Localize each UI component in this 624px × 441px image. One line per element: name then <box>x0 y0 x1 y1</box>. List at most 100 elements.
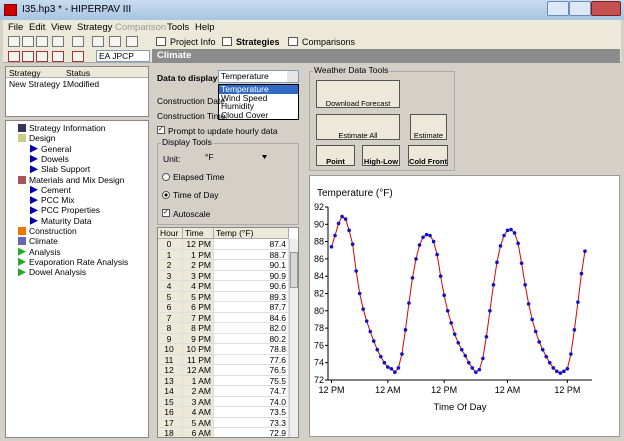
table-cell: 11 PM <box>183 354 214 365</box>
table-cell: 73.5 <box>214 407 289 418</box>
toolbar-button[interactable] <box>72 51 84 62</box>
tree-item[interactable]: PCC Properties <box>41 205 101 216</box>
table-cell: 77.6 <box>214 354 289 365</box>
tool-button[interactable]: High-Low <box>362 145 400 166</box>
toolbar-button[interactable] <box>22 36 34 47</box>
data-point <box>456 341 461 345</box>
toolbar-button[interactable] <box>92 36 104 47</box>
list-header <box>6 67 148 78</box>
data-point <box>442 293 446 298</box>
panel-title: Climate <box>157 50 192 61</box>
tab[interactable]: Strategies <box>236 37 280 47</box>
toolbar-button[interactable] <box>8 51 20 62</box>
radio-button[interactable] <box>162 173 170 181</box>
menu-item[interactable]: Edit <box>29 22 46 33</box>
menu-item[interactable]: File <box>8 22 24 33</box>
toolbar-button[interactable] <box>52 51 64 62</box>
y-tick-label: 80 <box>314 306 324 316</box>
list-cell[interactable]: Modified <box>67 79 100 89</box>
table-cell: 1 AM <box>183 375 214 386</box>
tree-item[interactable]: Climate <box>29 236 58 247</box>
table-cell: 11 <box>158 354 183 365</box>
data-point <box>445 309 450 313</box>
table-cell: 4 PM <box>183 281 214 292</box>
tree-item[interactable]: Analysis <box>29 246 61 257</box>
radio-label: Time of Day <box>173 190 219 200</box>
dropdown-option[interactable]: Cloud Cover <box>221 109 269 120</box>
tree-item[interactable]: Strategy Information <box>29 123 106 133</box>
checkbox[interactable]: ✓ <box>162 209 170 217</box>
dropdown-option[interactable]: Humidity <box>221 101 255 112</box>
toolbar-button[interactable] <box>36 36 48 47</box>
maximize-button[interactable] <box>569 1 591 16</box>
menu-item[interactable]: View <box>51 22 72 33</box>
tree-icon <box>18 227 26 235</box>
tree-item[interactable]: Dowels <box>41 153 69 164</box>
app-icon[interactable] <box>4 4 17 16</box>
tool-button[interactable]: Cold Front <box>408 145 448 166</box>
tree-item[interactable]: Evaporation Rate Analysis <box>29 256 129 267</box>
minimize-button[interactable] <box>547 1 569 16</box>
tab[interactable]: Project Info <box>170 37 216 47</box>
table-cell: 84.6 <box>214 312 289 323</box>
plan-combo[interactable]: EA JPCP <box>96 50 150 62</box>
close-button[interactable] <box>591 1 621 16</box>
tab[interactable]: Comparisons <box>302 37 356 47</box>
unit-dropdown[interactable]: °F <box>205 152 214 162</box>
checkbox[interactable]: ✓ <box>157 126 165 134</box>
menu-item[interactable]: Tools <box>167 22 190 33</box>
data-point <box>414 257 418 261</box>
scroll-thumb[interactable] <box>290 252 298 288</box>
radio-label: Elapsed Time <box>173 172 225 182</box>
tree-item[interactable]: Design <box>29 133 56 144</box>
tree-item[interactable]: Construction <box>29 226 77 236</box>
dropdown-option[interactable]: Temperature <box>219 85 298 94</box>
chart: Temperature (°F) Time Of Day 72 74 76 78 80 82 8… <box>314 188 592 413</box>
data-point <box>336 221 341 226</box>
toolbar-button[interactable] <box>22 51 34 62</box>
toolbar-button[interactable] <box>109 36 121 47</box>
data-dropdown[interactable]: Temperature <box>218 70 299 83</box>
tree-item[interactable]: PCC Mix <box>41 195 75 206</box>
table-cell: 72.9 <box>214 428 289 437</box>
tree-item[interactable]: General <box>41 143 72 154</box>
tree-icon <box>18 247 26 256</box>
tool-button[interactable]: Download Forecast <box>316 80 400 108</box>
dropdown-option[interactable]: Wind Speed <box>221 92 268 103</box>
data-point <box>533 329 538 334</box>
toolbar-button[interactable] <box>8 36 20 47</box>
button-label: Point <box>326 157 345 166</box>
table-cell: 3 AM <box>183 396 214 407</box>
data-point <box>491 283 496 287</box>
table-cell: 12 AM <box>183 365 214 376</box>
table-cell: 10 PM <box>183 344 214 355</box>
tree-item[interactable]: Materials and Mix Design <box>29 174 125 185</box>
tree-item[interactable]: Maturity Data <box>41 215 92 226</box>
tree-item[interactable]: Dowel Analysis <box>29 267 87 278</box>
radio-button[interactable] <box>162 191 170 199</box>
scrollbar[interactable] <box>289 239 298 437</box>
toolbar-button[interactable] <box>52 36 64 47</box>
toolbar-button[interactable] <box>72 36 84 47</box>
tree-icon <box>30 154 38 163</box>
menu-item[interactable]: Strategy <box>77 22 113 33</box>
table-cell: 87.4 <box>214 239 289 250</box>
tool-button[interactable]: Point <box>316 145 355 166</box>
menu-item[interactable]: Help <box>195 22 215 33</box>
toolbar-button[interactable] <box>126 36 138 47</box>
table-cell: 3 PM <box>183 270 214 281</box>
dropdown-arrow <box>262 155 267 159</box>
tool-button[interactable]: Estimate All <box>316 114 400 140</box>
tool-button[interactable]: Estimate <box>410 114 447 140</box>
data-point <box>410 276 415 280</box>
button-label: Download Forecast <box>325 99 391 108</box>
table-cell: 0 <box>158 239 183 250</box>
toolbar-button[interactable] <box>36 51 48 62</box>
data-point <box>555 369 559 374</box>
tree-item[interactable]: Slab Support <box>41 164 91 175</box>
table-cell: 88.7 <box>214 249 289 260</box>
tree-item[interactable]: Cement <box>41 184 71 195</box>
data-point <box>505 228 510 233</box>
table-cell: 90.1 <box>214 260 289 271</box>
list-cell[interactable]: New Strategy 1 <box>9 79 68 89</box>
